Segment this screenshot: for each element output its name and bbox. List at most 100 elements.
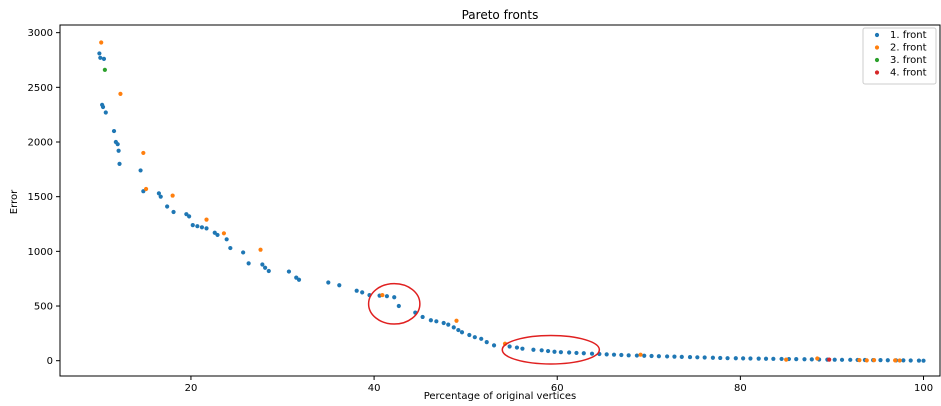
data-point xyxy=(756,356,761,361)
data-point xyxy=(99,40,104,45)
data-point xyxy=(908,358,913,363)
data-point xyxy=(718,355,723,361)
data-point xyxy=(434,319,439,324)
data-point xyxy=(190,223,195,228)
data-point xyxy=(916,358,922,363)
data-point xyxy=(286,269,292,274)
data-point xyxy=(459,330,465,335)
data-point xyxy=(479,336,484,341)
legend-marker xyxy=(874,32,880,38)
legend-marker xyxy=(874,70,880,75)
data-point xyxy=(545,348,551,354)
data-point xyxy=(156,191,161,196)
data-point xyxy=(454,318,459,323)
data-point xyxy=(241,250,246,255)
data-point xyxy=(839,357,845,362)
y-tick-label: 1500 xyxy=(28,192,53,203)
legend-label: 1. front xyxy=(890,30,927,41)
data-point xyxy=(337,283,342,288)
data-point xyxy=(725,356,730,361)
data-point xyxy=(531,347,536,352)
data-point xyxy=(97,51,102,56)
data-point xyxy=(467,332,472,338)
data-point xyxy=(228,245,233,251)
data-point xyxy=(567,350,572,355)
data-point xyxy=(832,357,837,362)
data-point xyxy=(204,217,209,222)
y-tick-label: 2500 xyxy=(28,83,53,94)
data-point xyxy=(581,351,586,356)
data-point xyxy=(771,356,776,361)
data-point xyxy=(354,288,359,293)
legend-label: 3. front xyxy=(890,55,927,66)
series-2 xyxy=(99,40,902,363)
data-point xyxy=(263,265,268,270)
y-tick-label: 2000 xyxy=(28,138,53,149)
data-point xyxy=(246,261,251,266)
data-point xyxy=(558,350,563,355)
data-point xyxy=(857,358,862,363)
data-point xyxy=(672,354,677,359)
y-tick-label: 3000 xyxy=(28,28,53,39)
data-point xyxy=(484,340,489,345)
data-point xyxy=(827,357,832,362)
chart-title: Pareto fronts xyxy=(462,8,539,22)
data-point xyxy=(384,294,390,299)
plot-frame xyxy=(59,24,941,377)
data-point xyxy=(921,358,926,363)
data-point xyxy=(665,354,670,359)
data-point xyxy=(574,350,579,356)
data-point xyxy=(258,247,263,252)
data-point xyxy=(514,345,520,350)
data-point xyxy=(101,56,107,61)
data-point xyxy=(741,356,746,361)
data-point xyxy=(103,110,108,115)
data-point xyxy=(649,353,654,359)
y-tick-label: 1000 xyxy=(28,247,53,258)
legend-box xyxy=(862,27,937,85)
data-point xyxy=(794,357,799,362)
data-point xyxy=(710,355,716,360)
data-point xyxy=(626,353,631,358)
data-point xyxy=(100,104,106,110)
data-point xyxy=(296,277,302,282)
x-tick-label: 20 xyxy=(185,383,198,394)
data-point xyxy=(539,348,544,353)
data-point xyxy=(451,325,456,330)
data-point xyxy=(552,349,557,354)
data-point xyxy=(118,91,123,96)
data-point xyxy=(360,290,365,295)
data-point xyxy=(748,356,753,361)
data-point xyxy=(802,357,807,362)
data-point xyxy=(695,355,700,360)
data-point xyxy=(195,224,200,229)
data-point xyxy=(221,231,227,236)
data-point xyxy=(733,356,738,361)
data-point xyxy=(815,356,820,361)
x-tick-label: 40 xyxy=(368,383,381,394)
data-point xyxy=(116,148,121,153)
data-point xyxy=(117,161,122,166)
data-point xyxy=(102,67,107,72)
data-point xyxy=(520,346,525,351)
x-tick-label: 80 xyxy=(734,383,747,394)
data-point xyxy=(224,237,229,242)
data-point xyxy=(187,214,192,219)
series-4 xyxy=(827,357,832,362)
data-point xyxy=(679,354,684,359)
data-point xyxy=(171,209,176,215)
data-point xyxy=(878,358,883,363)
data-point xyxy=(871,358,877,363)
data-point xyxy=(656,354,661,359)
y-tick-label: 0 xyxy=(47,356,53,367)
data-point xyxy=(380,292,385,298)
data-point xyxy=(326,280,331,285)
data-point xyxy=(204,226,209,231)
data-point xyxy=(170,193,175,198)
y-axis-label: Error xyxy=(9,189,20,214)
data-point xyxy=(260,262,265,267)
data-point xyxy=(428,318,433,323)
